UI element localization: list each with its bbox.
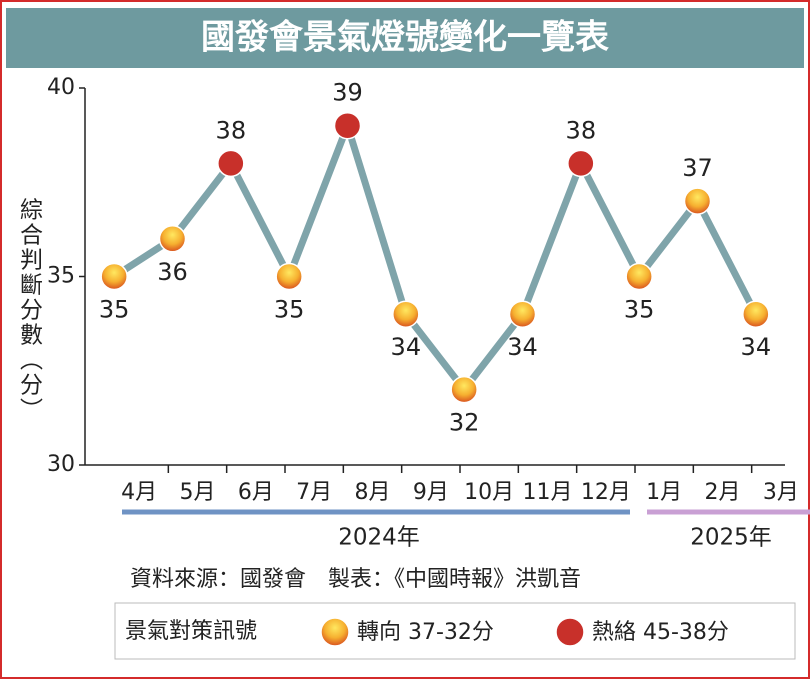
source: 資料來源：國發會 製表：《中國時報》洪凱音 [130, 567, 581, 592]
x-tick-label: 1月 [646, 480, 682, 505]
x-tick-label: 3月 [763, 480, 799, 505]
legend-label: 熱絡 45-38分 [592, 620, 729, 645]
x-tick-label: 8月 [355, 480, 391, 505]
marker [158, 225, 187, 253]
x-tick-label: 4月 [121, 480, 157, 505]
marker [333, 111, 362, 140]
marker [683, 187, 712, 215]
data-label: 34 [507, 333, 538, 361]
x-tick-label: 11月 [523, 480, 573, 505]
data-label: 35 [274, 296, 305, 324]
year-label: 2024年 [338, 525, 420, 551]
y-tick-label: 35 [47, 264, 75, 289]
line [112, 122, 759, 394]
legend-marker [320, 617, 350, 647]
y-axis-label: 綜合判斷分數（分） [16, 198, 44, 423]
marker [392, 300, 420, 328]
y-tick-label: 40 [47, 75, 75, 100]
marker [567, 149, 595, 178]
data-label: 36 [157, 258, 188, 286]
legend-title: 景氣對策訊號 [125, 619, 257, 644]
marker [450, 375, 478, 404]
data-label: 39 [332, 79, 363, 107]
title-band [6, 8, 804, 68]
data-label: 34 [391, 333, 422, 361]
data-label: 38 [216, 116, 247, 144]
data-label: 35 [624, 296, 655, 324]
x-tick-label: 6月 [238, 480, 274, 505]
y-tick-label: 30 [47, 452, 75, 477]
data-label: 35 [99, 296, 130, 324]
marker [742, 300, 770, 328]
legend-label: 轉向 37-32分 [357, 620, 494, 645]
x-tick-label: 2月 [705, 480, 741, 505]
legend-box [114, 602, 796, 660]
x-tick-label: 12月 [581, 480, 631, 505]
x-tick-label: 9月 [413, 480, 449, 505]
data-label: 32 [449, 409, 480, 437]
x-tick-label: 7月 [296, 480, 332, 505]
marker [100, 262, 128, 291]
x-tick-label: 10月 [464, 480, 514, 505]
legend-marker [555, 617, 585, 647]
marker [275, 262, 303, 291]
data-label: 38 [566, 116, 597, 144]
marker [217, 149, 245, 178]
data-label: 34 [741, 333, 772, 361]
year-label: 2025年 [690, 525, 772, 551]
marker [508, 300, 537, 328]
chart-title: 國發會景氣燈號變化一覽表 [201, 18, 609, 58]
data-label: 37 [682, 154, 713, 182]
x-tick-label: 5月 [180, 480, 216, 505]
marker [625, 262, 653, 291]
